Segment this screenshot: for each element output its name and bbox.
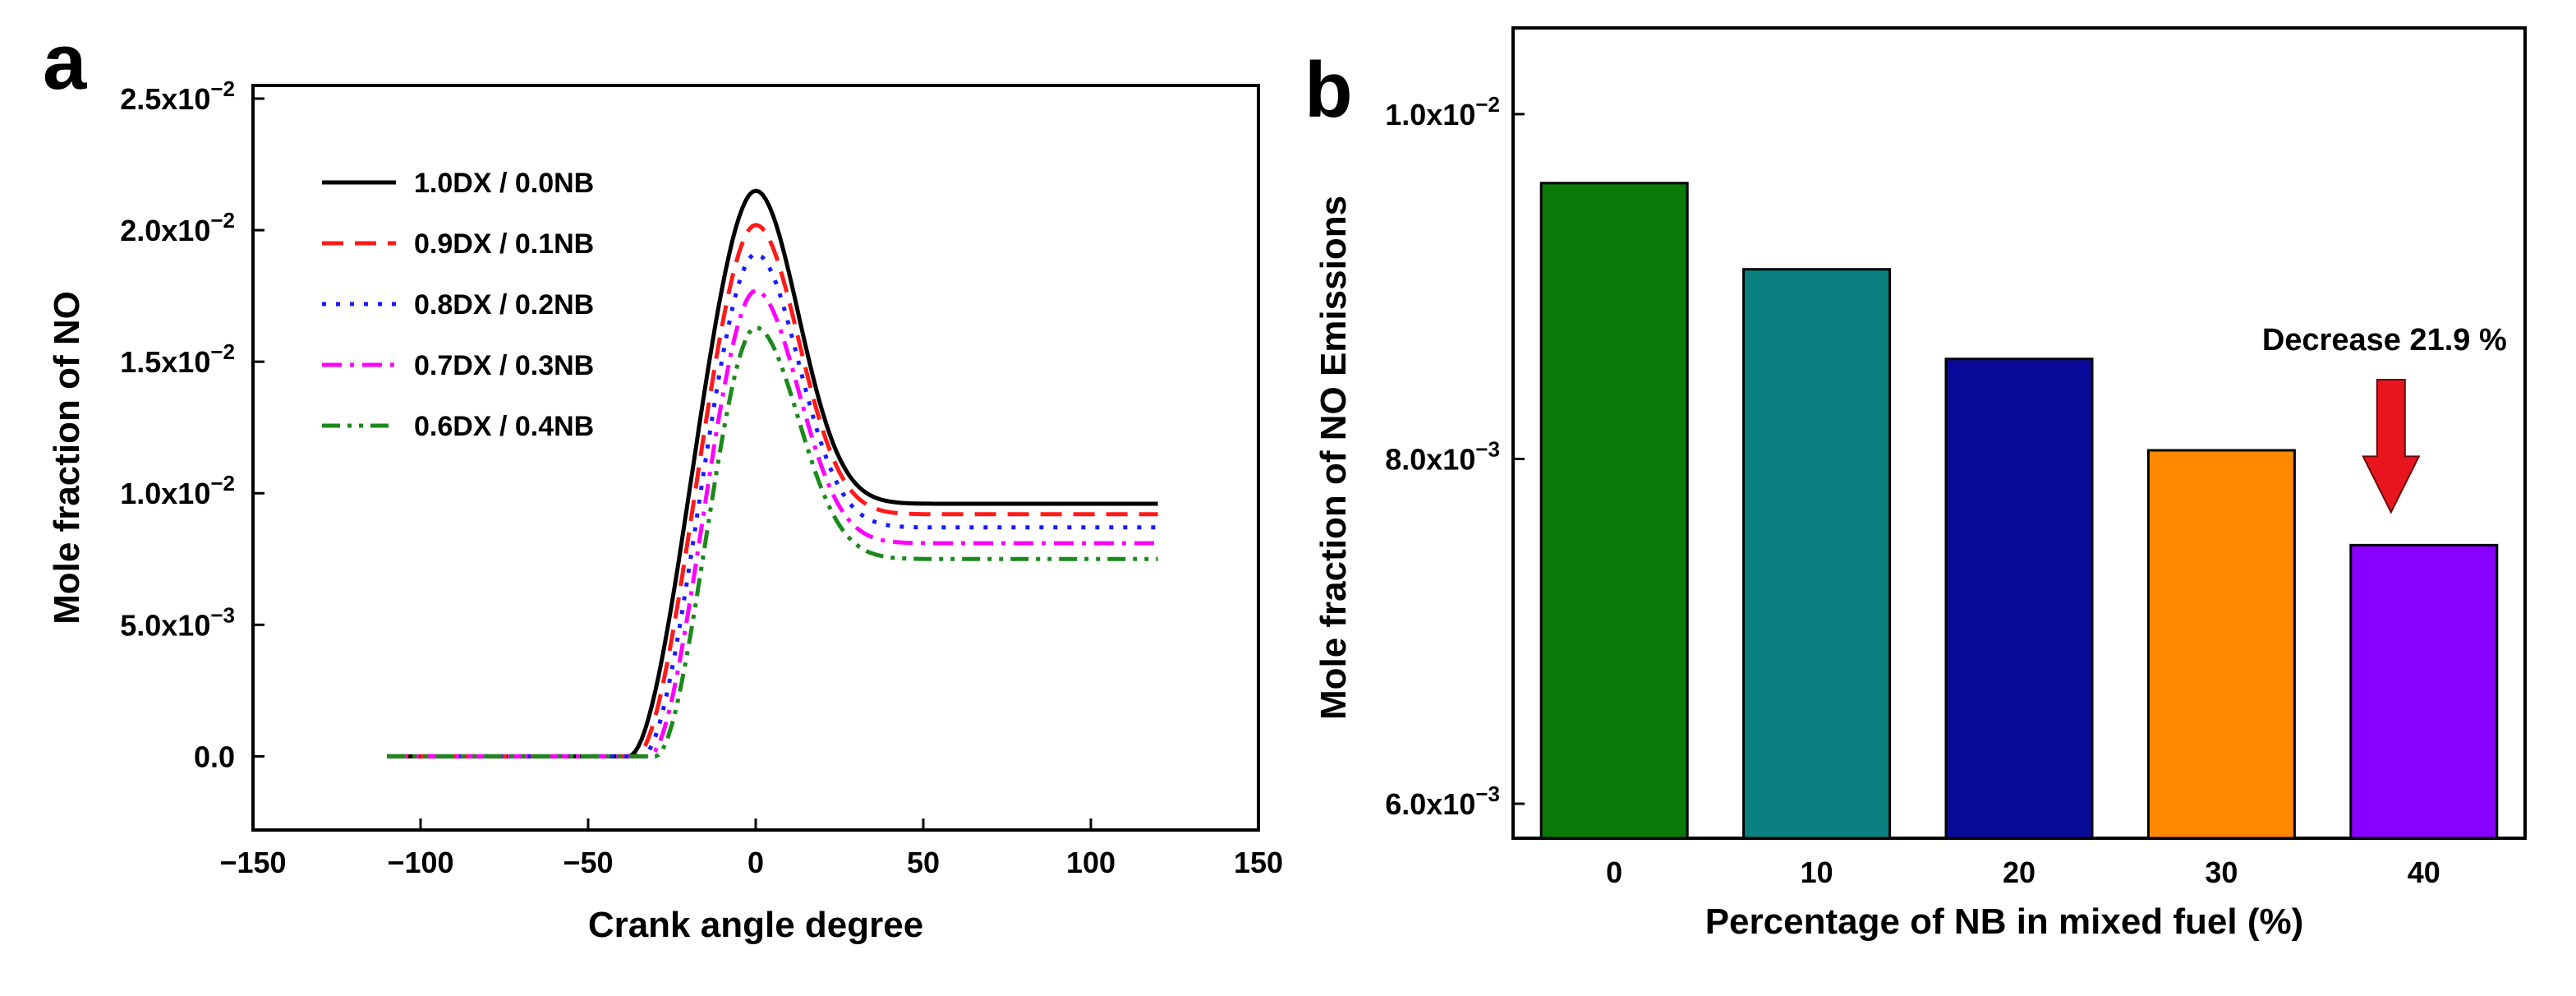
y-tick-label-a-mantissa: 0.0 [194, 740, 235, 773]
y-tick-label-a: 1.5x10−2 [120, 339, 235, 379]
bar-10 [1742, 268, 1892, 840]
y-axis-title-a: Mole fraction of NO [47, 291, 87, 625]
y-tick-label-a-exponent: −3 [210, 602, 235, 627]
x-tick-label-b: 40 [2408, 855, 2440, 889]
y-tick-label-a: 5.0x10−3 [120, 602, 235, 642]
y-tick-label-b-mantissa: 8.0x10 [1385, 442, 1475, 476]
x-tick-label-a: −100 [387, 846, 453, 879]
y-axis-title-b: Mole fraction of NO Emissions [1313, 196, 1354, 720]
x-tick-label-b: 0 [1606, 855, 1622, 889]
bar-0 [1539, 182, 1689, 840]
y-tick-label-a-mantissa: 1.5x10 [120, 345, 210, 379]
y-tick-label-a-mantissa: 5.0x10 [120, 608, 210, 642]
x-tick-label-a: 50 [907, 846, 940, 879]
x-tick-label-b: 30 [2205, 855, 2238, 889]
y-tick-label-b-mantissa: 6.0x10 [1385, 787, 1475, 821]
y-tick-label-b-mantissa: 1.0x10 [1385, 98, 1475, 131]
legend-label-4: 0.7DX / 0.3NB [414, 350, 594, 381]
y-tick-label-b-exponent: −3 [1475, 436, 1500, 461]
y-tick-label-b: 6.0x10−3 [1385, 782, 1500, 821]
x-tick-label-a: 0 [748, 846, 764, 879]
series-line-2 [387, 223, 1158, 759]
bar-20 [1944, 357, 2094, 840]
y-tick-label-a-exponent: −2 [210, 471, 235, 496]
y-tick-label-a-mantissa: 2.5x10 [120, 82, 210, 116]
bar-40 [2349, 543, 2499, 840]
y-tick-label-a-mantissa: 1.0x10 [120, 477, 210, 510]
y-tick-label-b: 8.0x10−3 [1385, 436, 1500, 476]
y-tick-label-b-exponent: −3 [1475, 782, 1500, 806]
bar-30 [2146, 449, 2296, 840]
x-tick-label-a: 100 [1066, 846, 1116, 879]
y-tick-label-a: 0.0 [194, 740, 235, 773]
panel-a: a −150 −100 −50 0 50 100 1500.05.0x10−31.0x10−… [43, 18, 1283, 945]
y-tick-label-a-mantissa: 2.0x10 [120, 214, 210, 247]
y-tick-label-a: 2.0x10−2 [120, 208, 235, 247]
panel-a-letter: a [43, 18, 87, 106]
y-tick-label-a-exponent: −2 [210, 208, 235, 233]
x-tick-label-a: −150 [219, 846, 286, 879]
y-tick-label-a-exponent: −2 [210, 76, 235, 101]
x-tick-label-b: 20 [2003, 855, 2036, 889]
y-tick-label-a: 1.0x10−2 [120, 471, 235, 510]
panel-b-letter: b [1304, 46, 1353, 134]
plot-frame-a [251, 84, 1260, 832]
legend-label-2: 0.9DX / 0.1NB [414, 228, 594, 260]
x-axis-title-a: Crank angle degree [588, 905, 923, 945]
series-line-4 [387, 288, 1158, 759]
x-tick-label-a: 150 [1234, 846, 1283, 879]
x-tick-label-b: 10 [1801, 855, 1833, 889]
legend-label-3: 0.8DX / 0.2NB [414, 289, 594, 320]
y-tick-label-a-exponent: −2 [210, 339, 235, 364]
decrease-arrow-icon [2362, 379, 2421, 514]
annotation-text: Decrease 21.9 % [2262, 323, 2507, 357]
series-line-1 [387, 188, 1158, 759]
panel-b: b 6.0x10−38.0x10−31.0x10−20 10 20 30 40 Decr… [1304, 26, 2527, 942]
x-tick-label-a: −50 [563, 846, 613, 879]
legend-label-1: 1.0DX / 0.0NB [414, 168, 594, 199]
x-axis-title-b: Percentage of NB in mixed fuel (%) [1705, 901, 2304, 942]
y-tick-label-b: 1.0x10−2 [1385, 92, 1500, 131]
y-tick-label-b-exponent: −2 [1475, 92, 1500, 117]
legend-label-5: 0.6DX / 0.4NB [414, 411, 594, 442]
series-line-5 [387, 325, 1158, 759]
y-tick-label-a: 2.5x10−2 [120, 76, 235, 116]
